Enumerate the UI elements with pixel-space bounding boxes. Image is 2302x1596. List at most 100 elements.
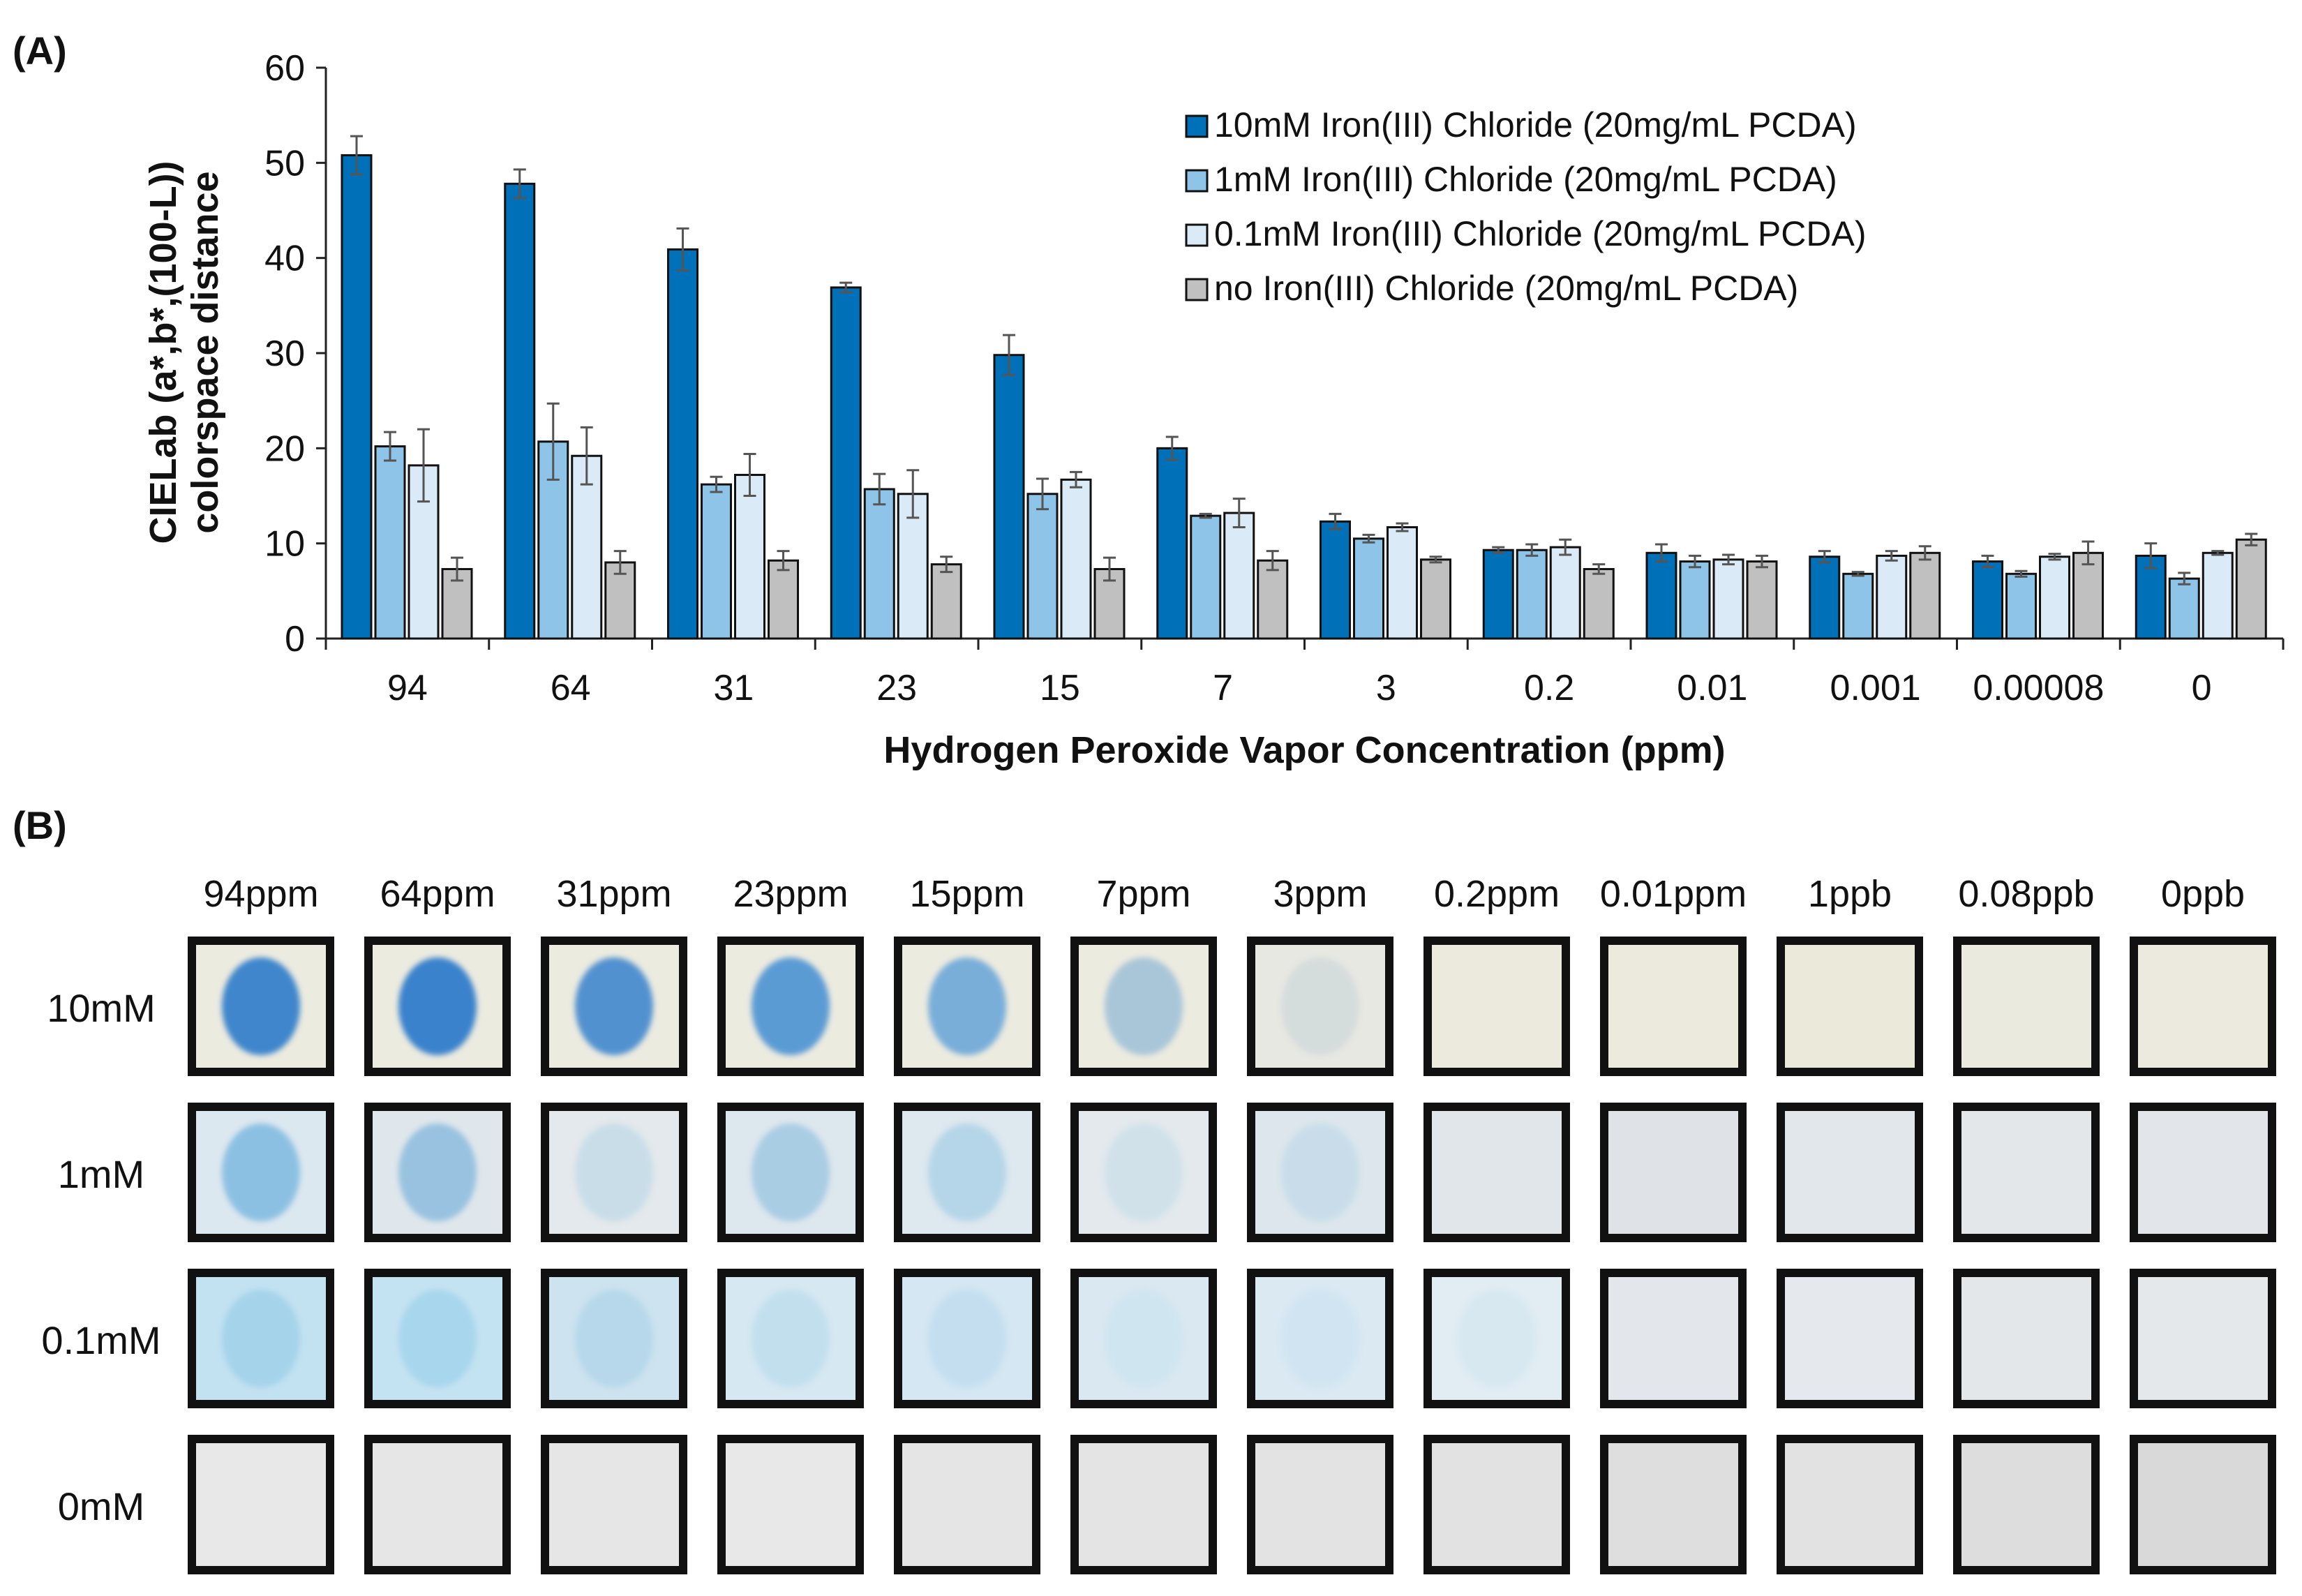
bar: [1583, 567, 1615, 640]
color-spot: [222, 1289, 300, 1388]
color-spot: [1458, 1289, 1536, 1388]
color-spot: [752, 1289, 830, 1388]
bar: [2202, 551, 2234, 640]
bar: [1876, 554, 1908, 640]
legend-label: 1mM Iron(III) Chloride (20mg/mL PCDA): [1214, 160, 1837, 199]
bar: [1972, 560, 2003, 640]
x-tick-label: 0.01: [1677, 668, 1747, 708]
y-tick-label: 0: [285, 619, 305, 659]
row-header: 0.1mM: [41, 1318, 161, 1362]
bar: [374, 445, 406, 640]
x-tick-label: 3: [1376, 668, 1396, 708]
panel-a-label: (A): [13, 29, 67, 73]
sensor-swatch: [717, 1103, 864, 1242]
x-tick-label: 94: [387, 668, 428, 708]
x-tick-label: 0.2: [1524, 668, 1574, 708]
bar: [1060, 478, 1092, 640]
row-header: 10mM: [47, 986, 156, 1030]
sensor-swatch: [1777, 937, 1923, 1076]
sensor-swatch: [541, 1435, 687, 1574]
bar: [571, 454, 603, 640]
legend-swatch: [1185, 114, 1209, 138]
color-spot: [928, 1289, 1006, 1388]
color-spot: [222, 957, 300, 1056]
bar: [2005, 572, 2037, 640]
y-tick-label: 30: [264, 334, 305, 374]
sensor-swatch: [541, 1103, 687, 1242]
color-spot: [752, 957, 830, 1056]
panel-b-label: (B): [13, 803, 67, 847]
column-header: 64ppm: [380, 873, 495, 915]
sensor-swatch: [1423, 937, 1570, 1076]
sensor-swatch: [541, 1269, 687, 1408]
x-tick-label: 31: [713, 668, 754, 708]
legend-label: no Iron(III) Chloride (20mg/mL PCDA): [1214, 269, 1798, 308]
color-spot: [398, 1289, 477, 1388]
column-header: 7ppm: [1096, 873, 1191, 915]
bar: [1257, 559, 1289, 640]
sensor-swatch: [1953, 1103, 2100, 1242]
color-spot: [398, 957, 477, 1056]
legend-label: 10mM Iron(III) Chloride (20mg/mL PCDA): [1214, 105, 1857, 144]
color-spot: [928, 1123, 1006, 1222]
bar: [1516, 549, 1548, 640]
sensor-swatch: [364, 1435, 511, 1574]
color-spot: [1281, 1289, 1359, 1388]
color-spot: [575, 1289, 653, 1388]
sensor-swatch: [717, 1435, 864, 1574]
bar: [1482, 549, 1514, 640]
column-header: 31ppm: [556, 873, 672, 915]
column-header: 0.01ppm: [1599, 873, 1747, 915]
bar: [1420, 558, 1451, 640]
sensor-swatch: [2130, 1103, 2276, 1242]
sensor-swatch: [188, 1103, 334, 1242]
sensor-swatch: [364, 937, 511, 1076]
bar: [1320, 520, 1351, 640]
color-spot: [1105, 1289, 1183, 1388]
sensor-swatch: [1423, 1103, 1570, 1242]
sensor-swatch: [364, 1269, 511, 1408]
sensor-swatch: [1777, 1103, 1923, 1242]
sensor-swatch: [717, 937, 864, 1076]
sensor-swatch: [1953, 1435, 2100, 1574]
sensor-swatch: [1423, 1269, 1570, 1408]
bar: [734, 474, 765, 640]
x-tick-label: 64: [551, 668, 591, 708]
bar: [1190, 514, 1222, 640]
bar: [2168, 577, 2200, 640]
bar: [2039, 555, 2070, 640]
sensor-swatch: [1600, 1269, 1747, 1408]
x-tick-label: 23: [876, 668, 917, 708]
column-header: 0.2ppm: [1433, 873, 1560, 915]
bar: [1645, 551, 1677, 640]
column-header: 0.08ppb: [1958, 873, 2095, 915]
bar: [1746, 560, 1778, 640]
bar: [1909, 551, 1941, 640]
y-tick-label: 60: [264, 48, 305, 89]
x-tick-label: 0.001: [1830, 668, 1921, 708]
column-header: 23ppm: [733, 873, 849, 915]
column-header: 0ppb: [2160, 873, 2245, 915]
sensor-swatch: [188, 1435, 334, 1574]
bar: [667, 248, 698, 640]
sensor-swatch: [1600, 1435, 1747, 1574]
bar: [1842, 572, 1874, 640]
bar: [930, 563, 962, 640]
bar: [993, 354, 1025, 640]
x-axis-title: Hydrogen Peroxide Vapor Concentration (p…: [883, 729, 1725, 771]
color-spot: [398, 1123, 477, 1222]
sensor-swatch: [894, 937, 1040, 1076]
sensor-swatch: [717, 1269, 864, 1408]
bar: [701, 483, 732, 640]
sensor-swatch: [2130, 1435, 2276, 1574]
sensor-swatch: [894, 1103, 1040, 1242]
sensor-swatch: [1423, 1435, 1570, 1574]
sensor-swatch: [1777, 1435, 1923, 1574]
x-tick-label: 0.00008: [1973, 668, 2104, 708]
sensor-swatch: [894, 1435, 1040, 1574]
bar: [1549, 546, 1581, 640]
sensor-swatch: [1247, 1435, 1393, 1574]
column-header: 15ppm: [909, 873, 1025, 915]
sensor-swatch: [188, 937, 334, 1076]
y-tick-label: 50: [264, 143, 305, 184]
